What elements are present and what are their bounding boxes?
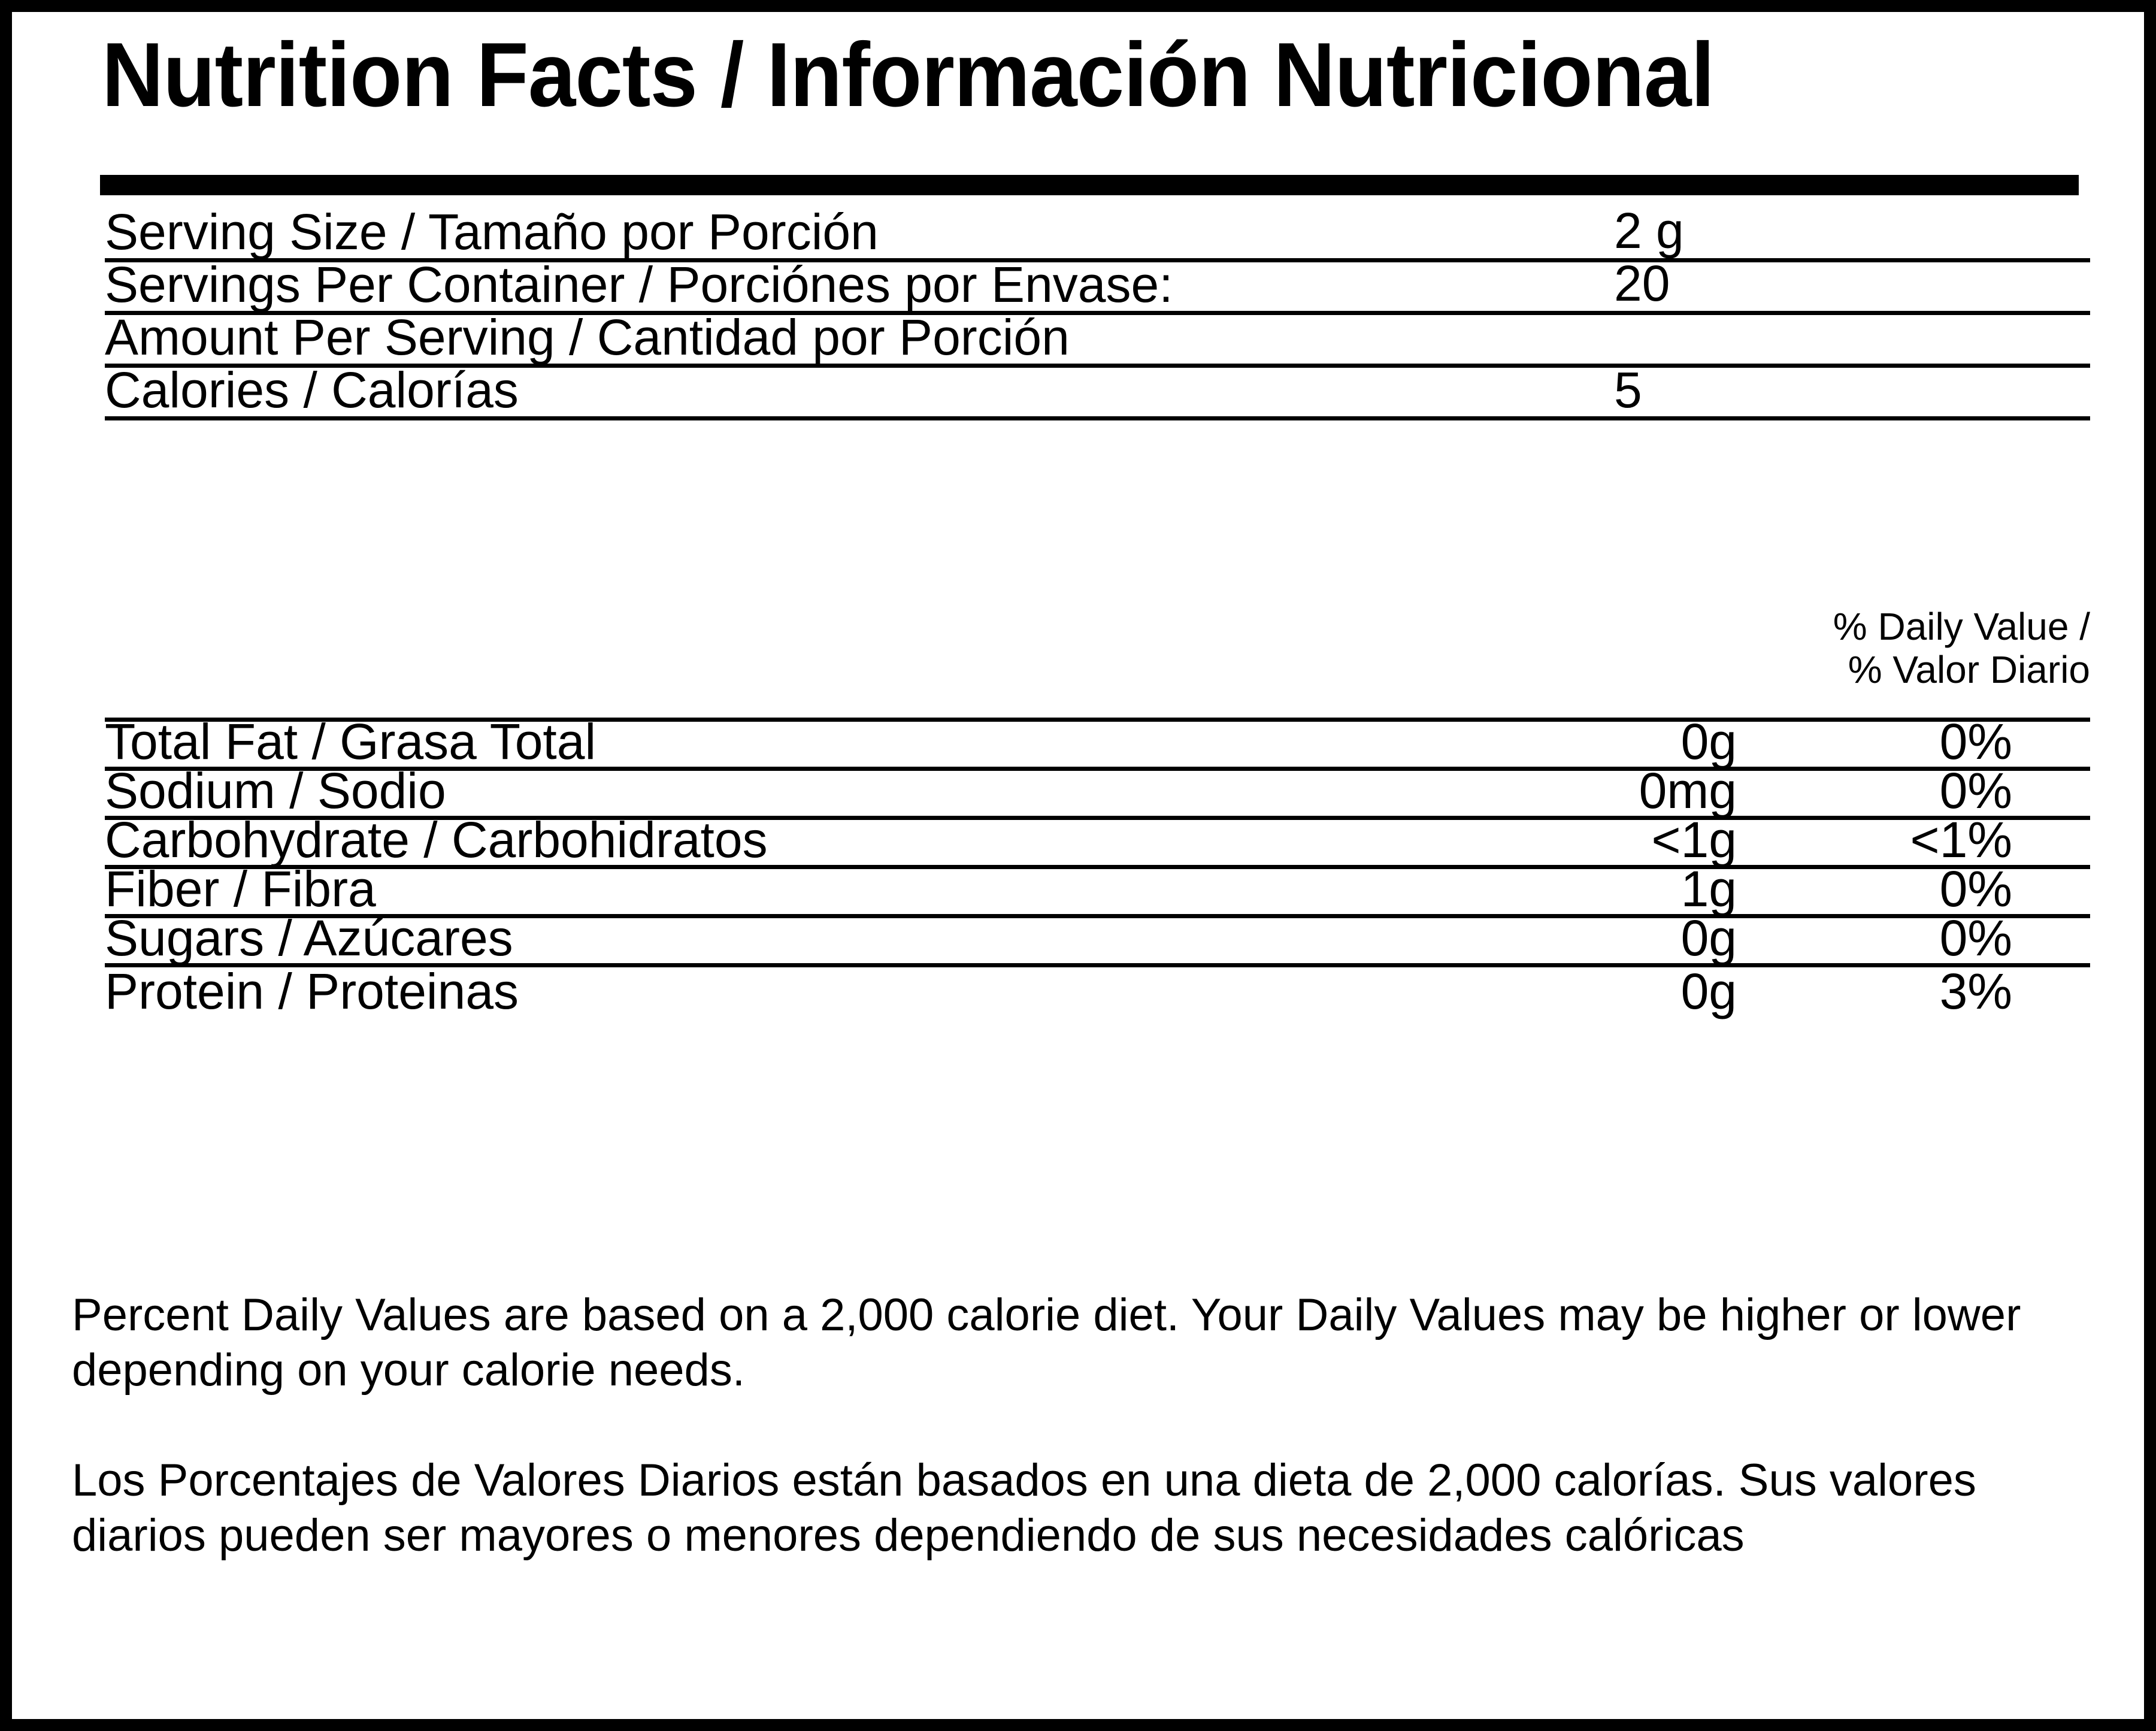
footnote-spanish: Los Porcentajes de Valores Diarios están… xyxy=(72,1455,1976,1561)
nutrient-daily-value: 3% xyxy=(1939,963,2012,1019)
amount-per-serving-row: Amount Per Serving / Cantidad por Porció… xyxy=(105,309,2090,368)
table-row: Fiber / Fibra 1g 0% xyxy=(105,864,2090,918)
nutrient-label: Protein / Proteinas xyxy=(105,963,519,1019)
nutrient-label: Sugars / Azúcares xyxy=(105,910,513,966)
nutrient-amount: 0mg xyxy=(1639,762,1737,819)
label-inner: Nutrition Facts / Información Nutriciona… xyxy=(12,12,2144,1719)
calories-row: Calories / Calorías 5 xyxy=(105,362,2090,420)
nutrient-daily-value: 0% xyxy=(1939,762,2012,819)
nutrient-amount: 0g xyxy=(1680,963,1737,1019)
nutrient-daily-value: 0% xyxy=(1939,713,2012,770)
nutrients-table: Total Fat / Grasa Total 0g 0% Sodium / S… xyxy=(105,716,2090,1019)
footnotes: Percent Daily Values are based on a 2,00… xyxy=(72,1288,2108,1563)
nutrient-label: Fiber / Fibra xyxy=(105,861,376,917)
serving-info-table: Serving Size / Tamaño por Porción 2 g Se… xyxy=(105,204,2090,420)
calories-label: Calories / Calorías xyxy=(105,362,519,418)
nutrient-label: Total Fat / Grasa Total xyxy=(105,713,596,770)
nutrient-amount: 0g xyxy=(1680,713,1737,770)
title-rule xyxy=(100,175,2079,195)
table-row: Total Fat / Grasa Total 0g 0% xyxy=(105,716,2090,771)
nutrient-amount: 0g xyxy=(1680,910,1737,966)
calories-value: 5 xyxy=(1614,362,1642,418)
nutrient-label: Carbohydrate / Carbohidratos xyxy=(105,812,768,868)
footnote-english: Percent Daily Values are based on a 2,00… xyxy=(72,1290,2021,1396)
nutrient-label: Sodium / Sodio xyxy=(105,762,446,819)
nutrient-amount: <1g xyxy=(1651,812,1737,868)
nutrient-daily-value: 0% xyxy=(1939,910,2012,966)
servings-per-container-row: Servings Per Container / Porciónes por E… xyxy=(105,256,2090,315)
nutrient-daily-value: 0% xyxy=(1939,861,2012,917)
serving-size-label: Serving Size / Tamaño por Porción xyxy=(105,204,879,260)
serving-size-value: 2 g xyxy=(1614,202,1684,259)
servings-per-container-label: Servings Per Container / Porciónes por E… xyxy=(105,256,1173,313)
serving-size-row: Serving Size / Tamaño por Porción 2 g xyxy=(105,204,2090,262)
servings-per-container-value: 20 xyxy=(1614,255,1670,311)
table-row: Sodium / Sodio 0mg 0% xyxy=(105,765,2090,820)
nutrient-amount: 1g xyxy=(1680,861,1737,917)
amount-per-serving-label: Amount Per Serving / Cantidad por Porció… xyxy=(105,309,1070,365)
nutrient-daily-value: <1% xyxy=(1910,812,2012,868)
table-row: Sugars / Azúcares 0g 0% xyxy=(105,913,2090,967)
table-row: Carbohydrate / Carbohidratos <1g <1% xyxy=(105,815,2090,869)
daily-value-header: % Daily Value / % Valor Diario xyxy=(105,605,2090,691)
daily-value-header-line2: % Valor Diario xyxy=(1848,648,2090,691)
page-title: Nutrition Facts / Información Nutriciona… xyxy=(102,24,1715,126)
daily-value-header-line1: % Daily Value / xyxy=(1833,605,2090,648)
table-row: Protein / Proteinas 0g 3% xyxy=(105,963,2090,1019)
